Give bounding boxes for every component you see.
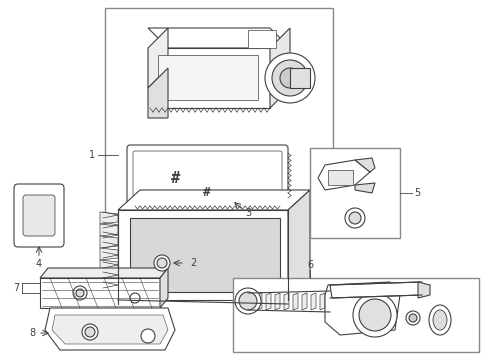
Text: #: # (170, 171, 179, 185)
Polygon shape (100, 272, 118, 284)
Polygon shape (287, 190, 309, 300)
Polygon shape (265, 293, 270, 310)
Polygon shape (317, 160, 369, 190)
Bar (158, 55, 258, 100)
Ellipse shape (428, 305, 450, 335)
Circle shape (264, 53, 314, 103)
Bar (327, 170, 352, 185)
Polygon shape (257, 293, 262, 310)
Circle shape (154, 255, 170, 271)
Circle shape (85, 327, 95, 337)
Text: 2: 2 (190, 258, 196, 268)
Circle shape (358, 299, 390, 331)
FancyBboxPatch shape (133, 151, 282, 200)
Polygon shape (100, 248, 118, 260)
Text: 5: 5 (413, 188, 419, 198)
Bar (309, 148, 399, 238)
Polygon shape (319, 293, 325, 310)
Polygon shape (329, 282, 421, 298)
Bar (289, 68, 309, 88)
Circle shape (141, 329, 155, 343)
Circle shape (82, 324, 98, 340)
Text: 1: 1 (89, 150, 95, 160)
Polygon shape (354, 158, 374, 172)
Circle shape (405, 311, 419, 325)
Polygon shape (274, 293, 280, 310)
Text: 7: 7 (13, 283, 19, 293)
Polygon shape (354, 183, 374, 193)
Polygon shape (40, 268, 168, 278)
FancyBboxPatch shape (14, 184, 64, 247)
Polygon shape (100, 224, 118, 236)
FancyBboxPatch shape (23, 195, 55, 236)
Polygon shape (247, 293, 252, 310)
Polygon shape (148, 28, 168, 88)
Polygon shape (100, 260, 118, 272)
Text: 8: 8 (29, 328, 35, 338)
Circle shape (408, 314, 416, 322)
Polygon shape (284, 293, 288, 310)
Circle shape (239, 292, 257, 310)
Polygon shape (40, 278, 160, 308)
FancyBboxPatch shape (127, 145, 287, 206)
Polygon shape (118, 190, 309, 210)
Circle shape (76, 289, 84, 297)
Polygon shape (310, 293, 315, 310)
Circle shape (157, 258, 167, 268)
Circle shape (271, 60, 307, 96)
Text: 4: 4 (36, 259, 42, 269)
Polygon shape (52, 315, 168, 344)
Polygon shape (148, 68, 168, 118)
Text: 6: 6 (306, 260, 312, 270)
Polygon shape (148, 28, 289, 48)
Circle shape (348, 212, 360, 224)
Polygon shape (118, 210, 287, 300)
Polygon shape (325, 282, 399, 335)
Polygon shape (130, 218, 280, 292)
Polygon shape (269, 28, 289, 108)
Circle shape (352, 293, 396, 337)
Circle shape (73, 286, 87, 300)
Circle shape (345, 208, 364, 228)
Polygon shape (292, 293, 297, 310)
Circle shape (280, 68, 299, 88)
Polygon shape (148, 48, 269, 108)
Polygon shape (302, 293, 306, 310)
Polygon shape (45, 308, 175, 350)
Polygon shape (100, 212, 118, 224)
Circle shape (130, 293, 140, 303)
Bar (232, 278, 478, 352)
Bar (105, 8, 332, 228)
Bar (247, 30, 275, 48)
Polygon shape (100, 284, 118, 296)
Polygon shape (160, 268, 168, 308)
Circle shape (235, 288, 261, 314)
Polygon shape (100, 236, 118, 248)
Ellipse shape (432, 310, 446, 330)
Text: #: # (203, 185, 210, 198)
Text: 3: 3 (244, 208, 250, 218)
Polygon shape (417, 282, 429, 298)
